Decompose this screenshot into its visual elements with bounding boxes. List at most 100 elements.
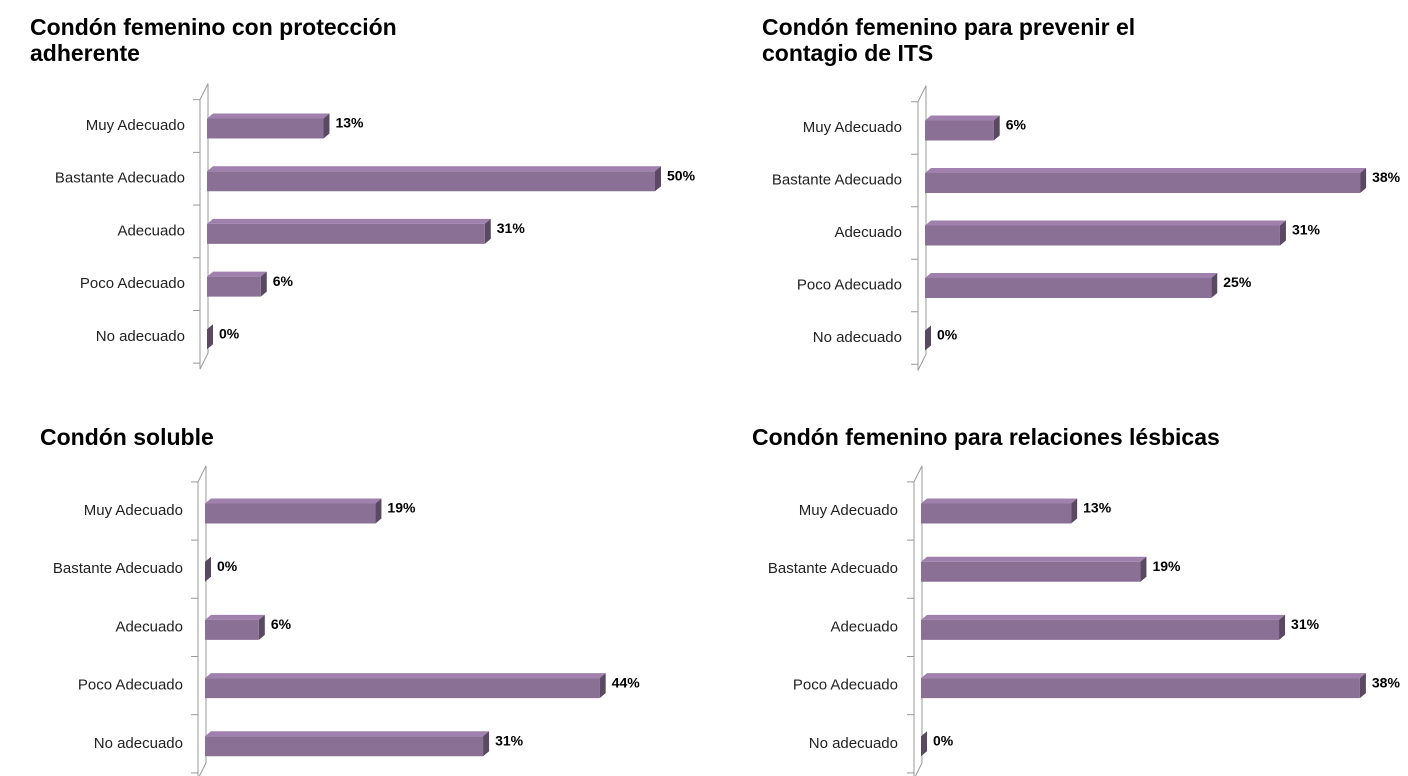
bar-front [921,561,1141,582]
value-label: 50% [667,167,696,183]
bar [925,115,1000,141]
axis-wall [197,465,207,776]
bar-top [921,556,1147,562]
bar-side [1360,168,1367,193]
bar [207,113,330,139]
category-label: Poco Adecuado [80,275,185,292]
bar [207,166,661,192]
bar [207,218,491,244]
bar-front [921,503,1072,524]
category-label: Adecuado [830,618,898,635]
category-label: Poco Adecuado [797,276,902,293]
axis-wall [917,85,927,371]
bar [207,271,267,297]
value-label: 0% [937,327,958,343]
value-label: 31% [497,220,526,236]
value-label: 6% [273,273,294,289]
bar-top [205,731,490,737]
value-label: 13% [1083,500,1112,516]
bar-side [993,115,1000,141]
value-label: 19% [387,500,416,516]
bar-side [1279,220,1286,246]
bar [921,673,1366,699]
bar-side [323,113,330,139]
bar [205,556,211,582]
axis-wall [199,83,209,370]
bar-top [207,218,491,224]
bar-side [599,673,606,699]
bar [925,168,1367,193]
bar [207,324,213,350]
bar-front [921,619,1280,640]
bar [925,325,931,351]
bar-side [483,731,490,757]
bar-front [205,678,600,699]
bar-front [205,503,376,524]
bar [921,731,927,757]
bar-side [207,324,213,350]
bar-front [207,171,655,192]
bar-top [925,220,1286,226]
category-label: No adecuado [813,329,902,346]
bar-front [921,678,1360,699]
bar [205,673,606,699]
bar-side [484,218,491,244]
bar-top [921,498,1078,504]
bar-front [207,223,485,244]
bar-top [925,273,1218,278]
bar-front [207,118,324,139]
bar-top [921,673,1366,679]
bar-side [1359,673,1366,699]
bar-front [205,619,259,640]
value-label: 31% [495,733,524,749]
category-label: Muy Adecuado [84,502,183,519]
bar-front [925,173,1361,193]
bar-side [921,731,927,757]
category-label: Adecuado [834,224,902,241]
bar [205,731,490,757]
bar-front [205,736,484,757]
bar-side [925,325,931,351]
bar-side [375,498,382,524]
category-label: Muy Adecuado [799,502,898,519]
value-label: 6% [1006,117,1027,133]
bar [925,220,1286,246]
category-label: No adecuado [94,735,183,752]
bar [921,556,1147,582]
bar [921,498,1078,524]
value-label: 0% [217,558,238,574]
bar-side [260,271,267,297]
bar-top [921,614,1286,620]
bar-top [207,113,330,119]
bar-side [1279,614,1286,640]
bar-top [925,168,1367,173]
bar [205,614,265,640]
bar-side [1140,556,1147,582]
category-label: Poco Adecuado [793,677,898,694]
category-label: Bastante Adecuado [768,560,898,577]
axis-wall [913,465,923,776]
bar-front [925,120,994,141]
category-label: No adecuado [809,735,898,752]
category-label: Adecuado [115,618,183,635]
category-label: Bastante Adecuado [55,170,185,187]
bar-top [207,271,267,277]
category-label: Adecuado [117,222,185,239]
category-label: Bastante Adecuado [53,560,183,577]
value-label: 31% [1292,222,1321,238]
chart-title: Condón soluble [40,424,214,450]
chart-title: Condón femenino con protección adherente [30,14,397,66]
bar [925,273,1218,298]
bar-side [1071,498,1078,524]
value-label: 44% [612,674,641,690]
bar [921,614,1286,640]
bar-front [925,225,1280,246]
value-label: 38% [1372,674,1401,690]
category-label: Bastante Adecuado [772,171,902,188]
chart-title: Condón femenino para relaciones lésbicas [752,424,1220,450]
value-label: 19% [1152,558,1181,574]
bar-side [205,556,211,582]
category-label: Muy Adecuado [803,119,902,136]
